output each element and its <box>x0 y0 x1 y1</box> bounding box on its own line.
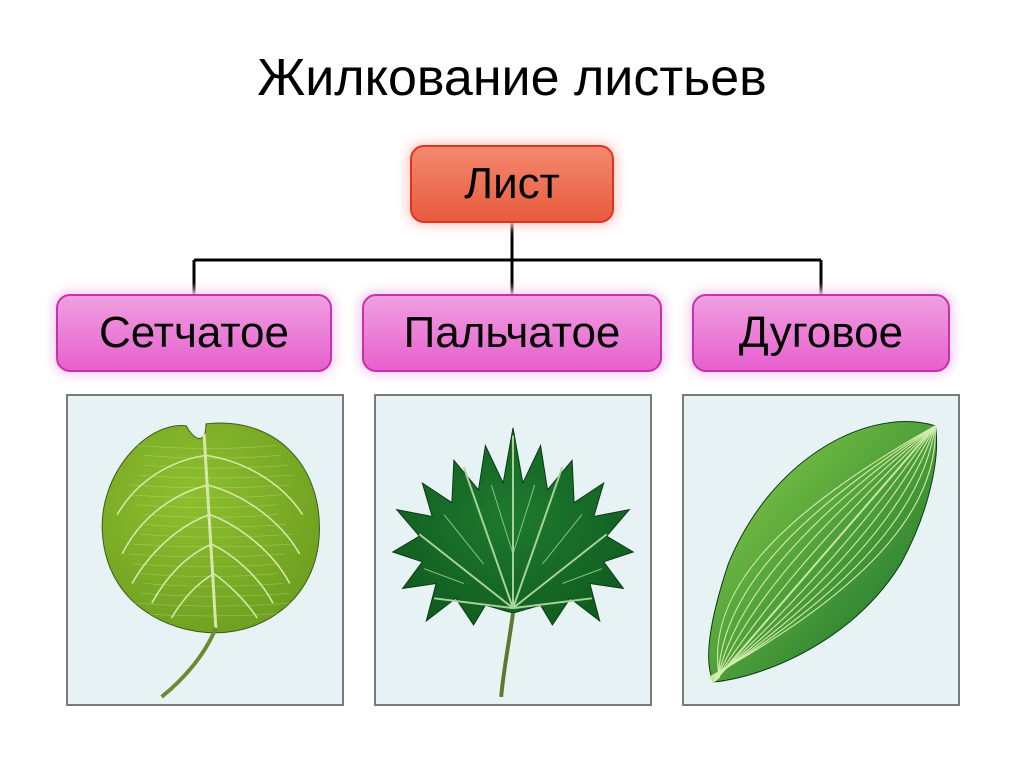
tree-child-label: Дуговое <box>739 308 903 358</box>
leaf-frame-reticulate <box>66 394 344 706</box>
tree-child-label: Пальчатое <box>404 308 621 358</box>
leaf-arcuate-icon <box>684 396 958 704</box>
leaf-frame-palmate <box>374 394 652 706</box>
tree-child-label: Сетчатое <box>99 308 289 358</box>
tree-root-label: Лист <box>464 159 560 209</box>
diagram-stage: Жилкование листьев Лист Сетчатое Пальчат… <box>0 0 1024 767</box>
leaf-frame-arcuate <box>682 394 960 706</box>
tree-root-node: Лист <box>410 145 614 223</box>
tree-child-arcuate: Дуговое <box>692 294 950 372</box>
tree-child-reticulate: Сетчатое <box>56 294 332 372</box>
tree-child-palmate: Пальчатое <box>362 294 662 372</box>
leaf-palmate-icon <box>376 396 650 704</box>
leaf-reticulate-icon <box>68 396 342 704</box>
